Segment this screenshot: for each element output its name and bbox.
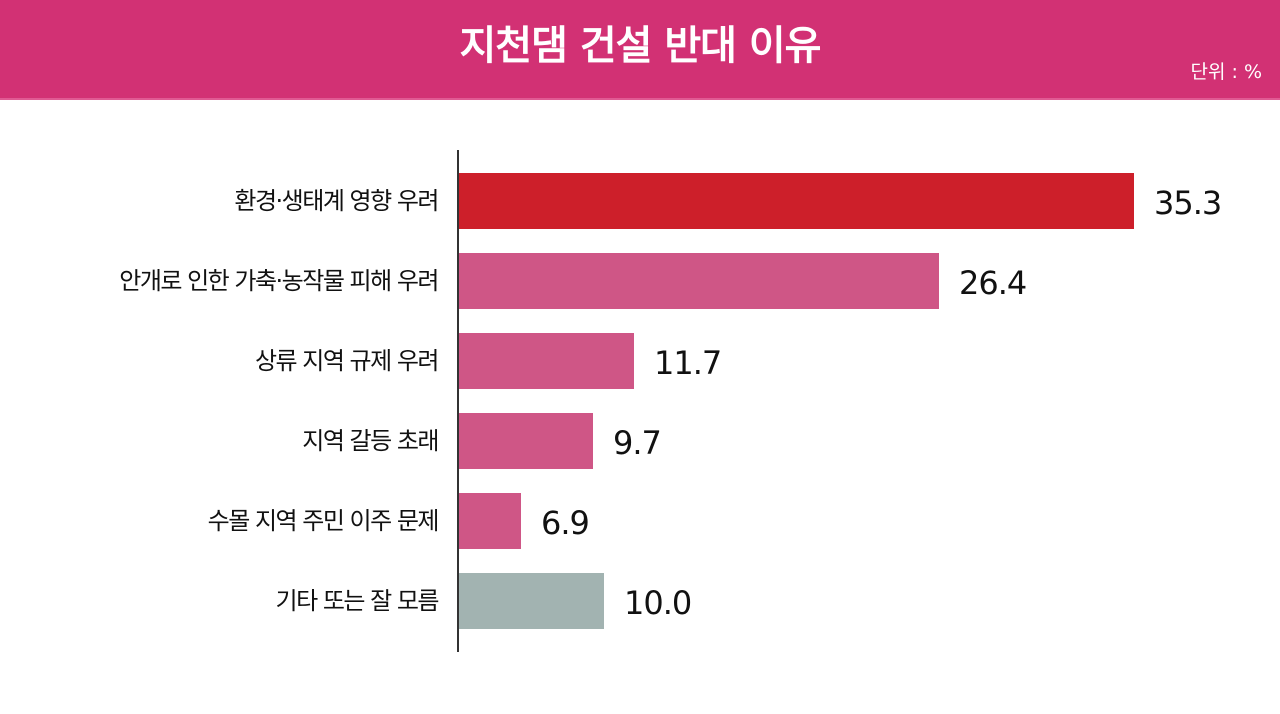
bar [459,253,939,309]
bar [459,333,634,389]
bar [459,493,521,549]
chart-header: 지천댐 건설 반대 이유 단위 : % [0,0,1280,100]
bar [459,573,604,629]
bar-row: 환경·생태계 영향 우려 35.3 [0,173,1280,229]
bar-category-label: 지역 갈등 초래 [302,427,439,455]
bar-row: 기타 또는 잘 모름 10.0 [0,573,1280,629]
bar-category-label: 상류 지역 규제 우려 [254,347,440,375]
unit-label: 단위 : % [1190,61,1263,83]
bar-row: 지역 갈등 초래 9.7 [0,413,1280,469]
bar-category-label: 수몰 지역 주민 이주 문제 [207,507,440,535]
bar-category-label: 환경·생태계 영향 우려 [234,187,439,215]
bar-row: 수몰 지역 주민 이주 문제 6.9 [0,493,1280,549]
category-axis-line [457,150,459,652]
bar-category-label: 안개로 인한 가축·농작물 피해 우려 [119,267,439,295]
bar-value-label: 26.4 [959,264,1027,302]
bar-value-label: 35.3 [1154,184,1222,222]
bar-value-label: 10.0 [624,584,692,622]
bar-category-label: 기타 또는 잘 모름 [275,587,440,615]
bar-row: 안개로 인한 가축·농작물 피해 우려 26.4 [0,253,1280,309]
bar-row: 상류 지역 규제 우려 11.7 [0,333,1280,389]
bar-value-label: 11.7 [654,344,722,382]
bar-value-label: 9.7 [613,424,662,462]
chart-title: 지천댐 건설 반대 이유 [459,23,822,69]
bar [459,413,593,469]
bar [459,173,1134,229]
bar-value-label: 6.9 [541,504,590,542]
